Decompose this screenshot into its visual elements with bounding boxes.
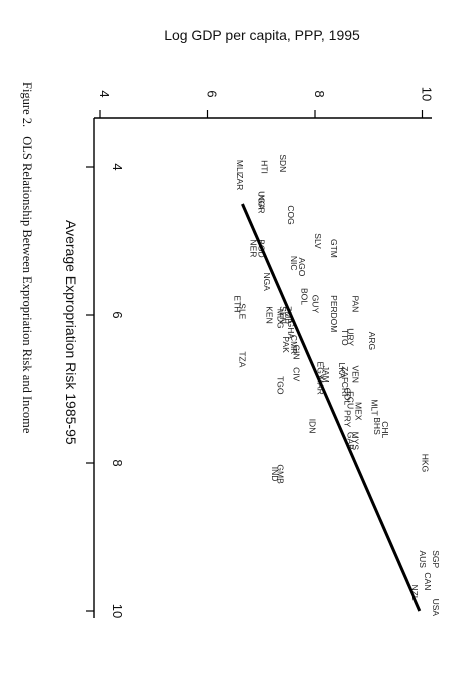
data-point-ven: VEN bbox=[351, 365, 361, 382]
data-point-mys: MYS bbox=[351, 432, 361, 451]
data-point-mdg: MDG bbox=[275, 309, 285, 329]
tick-layer: 4 6 8 10 4 6 8 10 bbox=[86, 87, 435, 618]
data-point-usa: USA bbox=[431, 599, 441, 617]
data-point-can: CAN bbox=[423, 572, 433, 590]
data-point-civ: CIV bbox=[292, 367, 302, 382]
data-point-bol: BOL bbox=[300, 288, 310, 305]
data-point-ner: NER bbox=[249, 239, 259, 257]
data-point-mli: MLI bbox=[235, 160, 245, 174]
data-point-mlt: MLT bbox=[369, 399, 379, 415]
data-point-pan: PAN bbox=[351, 295, 361, 312]
data-point-cog: COG bbox=[286, 205, 296, 224]
y-tick-label: 10 bbox=[420, 87, 435, 101]
data-point-ngr: NGR bbox=[257, 195, 267, 214]
fit-line bbox=[241, 203, 422, 612]
data-point-gin: GIN bbox=[292, 344, 302, 359]
data-point-per: PER bbox=[329, 295, 339, 312]
data-point-eth: ETH bbox=[232, 295, 242, 312]
x-axis-title: Average Expropriation Risk 1985-95 bbox=[63, 220, 79, 445]
data-point-zmb: ZMB bbox=[283, 306, 293, 324]
data-point-sdn: SDN bbox=[278, 154, 288, 172]
y-tick-label: 6 bbox=[205, 90, 220, 97]
data-point-arg: ARG bbox=[367, 332, 377, 350]
data-point-sen: SEN bbox=[278, 306, 288, 323]
data-point-mex: MEX bbox=[353, 402, 363, 421]
data-point-aus: AUS bbox=[418, 550, 428, 568]
data-point-col: COL bbox=[343, 388, 353, 406]
data-point-zar: ZAR bbox=[235, 173, 245, 190]
data-point-gmb: GMB bbox=[275, 464, 285, 484]
data-point-gtm: GTM bbox=[329, 239, 339, 258]
data-point-ury: URY bbox=[345, 328, 355, 346]
y-axis-title: Log GDP per capita, PPP, 1995 bbox=[164, 27, 360, 43]
data-point-ind: IND bbox=[270, 467, 280, 482]
data-point-nzl: NZL bbox=[410, 584, 420, 600]
data-point-nic: NIC bbox=[289, 256, 299, 271]
figure-caption-text: OLS Relationship Between Expropriation R… bbox=[20, 136, 34, 434]
points-layer: ZARHTISDNMLIUGANGRCOGSLVGTMBGDNERAGONICN… bbox=[232, 154, 441, 616]
data-point-dom: DOM bbox=[329, 312, 339, 332]
x-tick-label: 8 bbox=[110, 459, 125, 466]
data-point-gab: GAB bbox=[345, 432, 355, 450]
y-tick-label: 8 bbox=[312, 90, 327, 97]
data-point-pry: PRY bbox=[343, 410, 353, 428]
y-tick-label: 4 bbox=[97, 90, 112, 97]
data-point-hti: HTI bbox=[259, 160, 269, 174]
data-point-tgo: TGO bbox=[275, 376, 285, 395]
data-point-jam: JAM bbox=[321, 366, 331, 383]
data-point-pak: PAK bbox=[281, 336, 291, 353]
data-point-nga: NGA bbox=[262, 272, 272, 291]
data-point-chl: CHL bbox=[380, 421, 390, 438]
data-point-idn: IDN bbox=[308, 419, 318, 434]
data-point-slv: SLV bbox=[313, 233, 323, 249]
data-point-uga: UGA bbox=[257, 191, 267, 210]
data-point-guy: GUY bbox=[310, 295, 320, 314]
data-point-ecu: ECU bbox=[345, 391, 355, 409]
data-point-hkg: HKG bbox=[421, 454, 431, 472]
data-point-cmr: CMR bbox=[289, 335, 299, 354]
data-point-gha: GHA bbox=[286, 321, 296, 340]
data-point-tza: TZA bbox=[238, 351, 248, 367]
x-tick-label: 4 bbox=[110, 163, 125, 170]
data-point-zaf: ZAF bbox=[340, 366, 350, 382]
data-point-cri: CRI bbox=[340, 382, 350, 397]
data-point-egy: EGY bbox=[316, 362, 326, 380]
data-point-sgp: SGP bbox=[431, 550, 441, 568]
figure-caption: Figure 2. OLS Relationship Between Expro… bbox=[20, 82, 34, 434]
figure-caption-prefix: Figure 2. bbox=[20, 82, 34, 127]
data-point-sle: SLE bbox=[238, 303, 248, 319]
data-point-bhs: BHS bbox=[372, 417, 382, 435]
x-tick-label: 6 bbox=[110, 311, 125, 318]
data-point-lka: LKA bbox=[337, 362, 347, 378]
data-point-ken: KEN bbox=[265, 306, 275, 323]
data-point-ago: AGO bbox=[297, 257, 307, 276]
x-tick-label: 10 bbox=[110, 604, 125, 618]
data-point-tto: TTO bbox=[340, 329, 350, 346]
